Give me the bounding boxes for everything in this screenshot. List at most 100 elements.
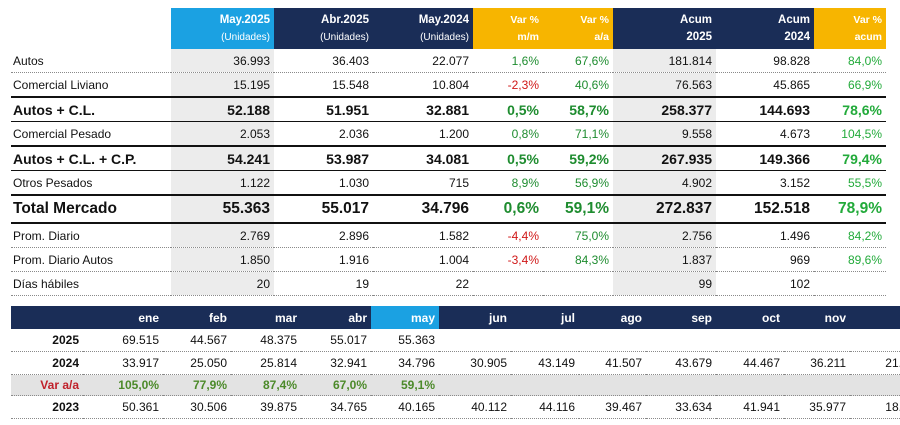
cell-var-mm: 8,9%	[473, 170, 543, 196]
header-abr2025-unit: (Unidades)	[320, 31, 369, 43]
row-label: Otros Pesados	[11, 170, 171, 196]
cell-var-acum: 84,0%	[814, 49, 886, 73]
month-row-year: 2024	[11, 351, 83, 375]
month-cell: 21.758	[850, 351, 900, 375]
cell-var-mm: 1,6%	[473, 49, 543, 73]
row-label: Comercial Liviano	[11, 72, 171, 98]
month-header-sep: sep	[646, 306, 716, 329]
month-cell: 40.165	[371, 395, 439, 419]
header-blank	[11, 8, 171, 49]
month-cell	[439, 374, 511, 396]
month-cell	[579, 374, 646, 396]
cell-acum2025: 267.935	[613, 145, 716, 171]
month-cell: 30.905	[439, 351, 511, 375]
month-cell: 36.211	[784, 351, 850, 375]
cell-var-acum: 78,9%	[814, 194, 886, 224]
row-label: Autos	[11, 49, 171, 73]
header-var-mm: Var % m/m	[473, 8, 543, 49]
month-header-jul: jul	[511, 306, 579, 329]
cell-abr2025: 36.403	[274, 49, 373, 73]
cell-var-acum	[814, 271, 886, 296]
month-cell	[784, 374, 850, 396]
summary-row: Autos 36.993 36.403 22.077 1,6% 67,6% 181.814 9…	[11, 49, 886, 73]
cell-may2024: 34.796	[373, 194, 473, 224]
month-header-mar: mar	[231, 306, 301, 329]
cell-var-acum: 79,4%	[814, 145, 886, 171]
month-row-year: 2025	[11, 329, 83, 352]
month-cell: 48.375	[231, 329, 301, 352]
cell-abr2025: 19	[274, 271, 373, 296]
summary-row: Comercial Liviano 15.195 15.548 10.804 -2,3%…	[11, 72, 886, 98]
cell-var-acum: 55,5%	[814, 170, 886, 196]
months-header-blank	[11, 306, 83, 329]
row-label: Prom. Diario	[11, 223, 171, 248]
cell-may2024: 10.804	[373, 72, 473, 98]
summary-row: Prom. Diario Autos 1.850 1.916 1.004 -3,4% 84…	[11, 247, 886, 272]
cell-abr2025: 1.916	[274, 247, 373, 272]
month-cell	[716, 374, 784, 396]
cell-var-aa: 84,3%	[543, 247, 613, 272]
month-header-nov: nov	[784, 306, 850, 329]
cell-may2025: 15.195	[171, 72, 274, 98]
month-header-feb: feb	[163, 306, 231, 329]
month-cell	[511, 374, 579, 396]
cell-may2024: 34.081	[373, 145, 473, 171]
header-acum2024-year: 2024	[784, 30, 810, 43]
month-row: 2024 33.917 25.050 25.814 32.941 34.796 30.905…	[11, 351, 900, 375]
month-row: Var a/a 105,0% 77,9% 87,4% 67,0% 59,1%	[11, 374, 900, 396]
cell-acum2025: 9.558	[613, 121, 716, 147]
cell-acum2024: 969	[716, 247, 814, 272]
month-cell: 77,9%	[163, 374, 231, 396]
month-cell	[646, 374, 716, 396]
header-may2024-title: May.2024	[418, 13, 469, 26]
month-cell: 40.112	[439, 395, 511, 419]
cell-var-mm	[473, 271, 543, 296]
monthly-sales-table: enefebmarabrmayjunjulagosepoctnovdic 202…	[11, 306, 900, 419]
header-var-aa: Var % a/a	[543, 8, 613, 49]
summary-row: Autos + C.L. + C.P. 54.241 53.987 34.081 0,5…	[11, 145, 886, 171]
month-cell: 41.507	[579, 351, 646, 375]
month-header-ene: ene	[83, 306, 163, 329]
cell-var-mm: -4,4%	[473, 223, 543, 248]
cell-abr2025: 51.951	[274, 96, 373, 122]
cell-may2024: 1.200	[373, 121, 473, 147]
cell-may2025: 1.122	[171, 170, 274, 196]
cell-may2024: 1.582	[373, 223, 473, 248]
cell-may2025: 2.769	[171, 223, 274, 248]
summary-row: Otros Pesados 1.122 1.030 715 8,9% 56,9% 4.902…	[11, 170, 886, 196]
cell-var-aa	[543, 271, 613, 296]
summary-header-row: May.2025 (Unidades) Abr.2025 (Unidades) …	[11, 8, 886, 49]
month-cell: 18.575	[850, 395, 900, 419]
cell-abr2025: 1.030	[274, 170, 373, 196]
month-cell: 41.941	[716, 395, 784, 419]
header-abr2025-title: Abr.2025	[321, 13, 369, 26]
month-cell: 55.363	[371, 329, 439, 352]
cell-var-acum: 89,6%	[814, 247, 886, 272]
months-header-row: enefebmarabrmayjunjulagosepoctnovdic	[11, 306, 900, 329]
month-cell: 43.149	[511, 351, 579, 375]
cell-acum2024: 1.496	[716, 223, 814, 248]
cell-var-aa: 56,9%	[543, 170, 613, 196]
month-cell: 43.679	[646, 351, 716, 375]
cell-acum2025: 99	[613, 271, 716, 296]
month-row-year: 2023	[11, 395, 83, 419]
month-header-abr: abr	[301, 306, 371, 329]
month-cell	[850, 374, 900, 396]
month-row: 2025 69.515 44.567 48.375 55.017 55.363	[11, 329, 900, 352]
cell-may2025: 20	[171, 271, 274, 296]
cell-acum2024: 3.152	[716, 170, 814, 196]
header-acum2025: Acum 2025	[613, 8, 716, 49]
cell-acum2025: 1.837	[613, 247, 716, 272]
header-may2025: May.2025 (Unidades)	[171, 8, 274, 49]
row-label: Comercial Pesado	[11, 121, 171, 147]
month-header-may: may	[371, 306, 439, 329]
cell-acum2024: 149.366	[716, 145, 814, 171]
market-summary-table: May.2025 (Unidades) Abr.2025 (Unidades) …	[11, 8, 886, 296]
cell-acum2024: 152.518	[716, 194, 814, 224]
cell-abr2025: 2.036	[274, 121, 373, 147]
cell-var-acum: 66,9%	[814, 72, 886, 98]
month-cell: 50.361	[83, 395, 163, 419]
header-acum2024-title: Acum	[778, 13, 810, 26]
cell-acum2024: 4.673	[716, 121, 814, 147]
month-cell: 55.017	[301, 329, 371, 352]
